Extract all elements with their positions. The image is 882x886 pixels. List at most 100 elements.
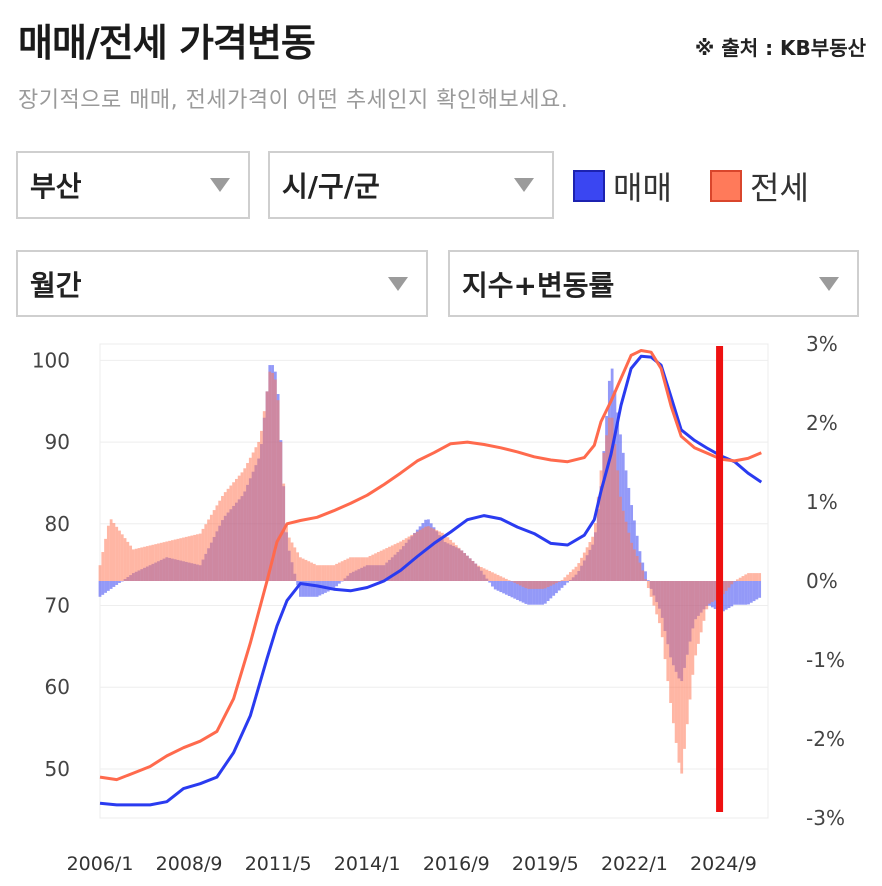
change-bar	[669, 581, 672, 704]
change-bar	[510, 581, 514, 598]
change-bar	[299, 581, 302, 597]
change-bar	[268, 371, 272, 581]
change-bar	[109, 581, 113, 589]
change-bar	[596, 496, 600, 581]
change-bar	[304, 559, 308, 581]
change-bar	[697, 581, 700, 644]
change-bar	[351, 557, 355, 581]
change-bar	[324, 565, 327, 581]
change-bar	[738, 581, 742, 605]
change-bar	[652, 581, 656, 606]
change-bar	[432, 528, 436, 581]
x-tick-label: 2016/9	[423, 853, 490, 875]
change-bar	[466, 555, 469, 581]
change-bar	[605, 435, 608, 581]
change-bar	[747, 581, 750, 605]
change-bar	[730, 581, 734, 607]
period-select[interactable]: 월간	[16, 250, 428, 317]
change-bar	[574, 566, 578, 581]
change-bar	[674, 581, 678, 743]
change-bar	[694, 581, 698, 656]
x-tick-label: 2019/5	[512, 853, 579, 875]
change-bar	[223, 492, 227, 581]
change-bar	[376, 552, 380, 581]
change-bar	[543, 581, 547, 589]
change-bar	[619, 496, 622, 581]
change-bar	[741, 581, 745, 605]
change-bar	[143, 546, 146, 581]
change-bar	[630, 542, 634, 581]
legend-item-jeonse[interactable]: 전세	[710, 163, 809, 209]
change-bar	[371, 554, 375, 581]
change-bar	[170, 540, 174, 581]
change-bar	[234, 478, 238, 581]
region-select[interactable]: 부산	[16, 151, 250, 219]
y-right-tick-label: 1%	[806, 490, 838, 514]
change-bar	[644, 571, 647, 581]
index-lines	[99, 349, 763, 807]
change-bar	[332, 581, 336, 589]
change-bar	[563, 581, 567, 586]
change-bar	[454, 545, 458, 581]
change-bar	[477, 565, 480, 581]
change-bar	[658, 581, 661, 624]
change-bar	[262, 411, 266, 581]
district-select[interactable]: 시/구/군	[268, 151, 554, 219]
change-bar	[479, 567, 483, 581]
change-bar	[310, 562, 313, 581]
change-bar	[727, 581, 731, 588]
change-bar	[735, 579, 739, 581]
change-bar	[326, 565, 330, 581]
x-tick-label: 2008/9	[156, 853, 223, 875]
change-bar	[104, 581, 107, 593]
change-bar	[496, 574, 500, 581]
change-bar	[641, 570, 645, 581]
y-right-tick-labels: 3% 2% 1% 0% -1% -2% -3%	[806, 332, 845, 830]
mode-select[interactable]: 지수+변동률	[448, 250, 859, 317]
change-bar	[566, 574, 569, 581]
change-bar	[724, 581, 728, 610]
change-bar	[560, 581, 564, 588]
change-bar	[118, 581, 121, 583]
change-bar	[379, 550, 383, 581]
change-bar	[115, 581, 119, 585]
legend-item-sale[interactable]: 매매	[573, 163, 672, 209]
change-bar	[468, 558, 472, 581]
change-bar	[315, 565, 319, 581]
change-bar	[349, 557, 352, 581]
change-bar	[738, 577, 742, 581]
x-tick-label: 2011/5	[245, 853, 312, 875]
y-left-tick-label: 90	[45, 430, 70, 454]
change-bar	[271, 372, 274, 581]
change-bar	[104, 538, 107, 581]
legend-label-sale: 매매	[613, 169, 672, 207]
change-bar	[137, 548, 141, 581]
change-bar	[276, 400, 280, 581]
change-bar	[407, 536, 411, 581]
change-bar	[332, 565, 336, 581]
change-bar	[722, 581, 725, 612]
change-bar	[198, 533, 202, 581]
district-select-value: 시/구/군	[282, 170, 380, 203]
change-bar	[443, 534, 447, 581]
change-bar	[318, 565, 322, 581]
change-bar	[115, 526, 119, 581]
change-bar	[538, 581, 542, 589]
change-bar	[321, 565, 325, 581]
change-bar	[727, 581, 731, 608]
y-left-tick-labels: 100 90 80 70 60 50	[32, 348, 70, 781]
change-bar	[399, 541, 402, 581]
change-bar	[741, 576, 745, 581]
region-select-value: 부산	[30, 170, 82, 203]
change-bar	[112, 523, 116, 581]
change-bar	[176, 538, 180, 581]
change-bar	[504, 581, 508, 595]
change-bar	[429, 527, 433, 581]
change-bar	[337, 562, 341, 581]
change-bar	[246, 463, 249, 581]
change-bar	[708, 581, 711, 604]
change-bar	[360, 557, 364, 581]
change-bar	[449, 539, 453, 581]
change-bar	[193, 534, 197, 581]
y-right-tick-label: -1%	[806, 648, 845, 672]
